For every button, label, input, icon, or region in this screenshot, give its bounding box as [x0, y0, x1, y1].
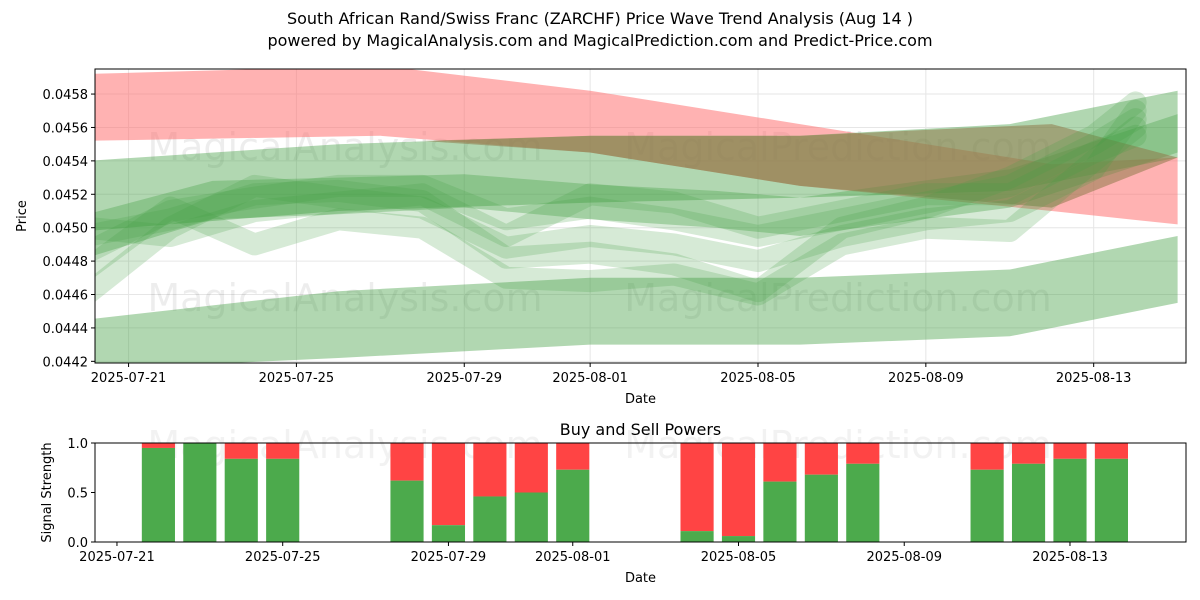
- buy-bar: [970, 469, 1004, 542]
- buy-bar: [846, 463, 880, 542]
- sell-bar: [141, 443, 175, 448]
- x-tick-label: 2025-07-29: [426, 371, 502, 386]
- y-tick-label: 0.0452: [43, 188, 89, 203]
- sell-bar: [556, 443, 590, 470]
- y-tick-label: 0.0454: [43, 155, 89, 170]
- sell-bar: [224, 443, 258, 459]
- sell-bar: [431, 443, 466, 526]
- sell-bar: [473, 443, 507, 497]
- sell-bar: [390, 443, 424, 481]
- wave-stroke: [95, 99, 1147, 302]
- x-axis-label: Date: [625, 392, 656, 407]
- price-band-green: [95, 90, 1178, 231]
- buy-bar: [721, 536, 756, 542]
- x-tick-label: 2025-07-25: [259, 371, 335, 386]
- buy-bar: [1053, 458, 1087, 542]
- buy-bar: [804, 474, 838, 542]
- sell-bar: [266, 443, 300, 459]
- y-tick-label: 0.0442: [43, 355, 89, 370]
- y-axis-label: Price: [15, 200, 30, 232]
- wave-stroke: [95, 108, 1147, 261]
- buy-bar: [390, 480, 424, 542]
- chart-title: South African Rand/Swiss Franc (ZARCHF) …: [286, 9, 914, 28]
- sell-bar: [1053, 443, 1087, 459]
- x-tick-label: 2025-08-01: [552, 371, 628, 386]
- x-tick-label: 2025-08-13: [1032, 550, 1108, 565]
- buy-bar: [1011, 463, 1046, 542]
- bands-group: [95, 69, 1178, 363]
- wave-stroke: [95, 124, 1147, 247]
- x-axis-label: Date: [625, 571, 656, 586]
- x-tick-label: 2025-07-29: [411, 550, 487, 565]
- x-tick-label: 2025-08-05: [701, 550, 777, 565]
- sell-bar: [514, 443, 548, 493]
- x-tick-label: 2025-08-01: [535, 550, 611, 565]
- y-tick-label: 0.5: [67, 487, 88, 502]
- y-tick-label: 0.0444: [43, 322, 89, 337]
- price-band-overlap: [422, 124, 1178, 208]
- chart-subtitle: powered by MagicalAnalysis.com and Magic…: [267, 31, 933, 50]
- buy-bar: [431, 525, 466, 542]
- buy-bar: [680, 531, 714, 542]
- y-tick-label: 0.0448: [43, 255, 89, 270]
- sell-bar: [763, 443, 797, 482]
- buy-bar: [266, 458, 300, 542]
- buy-bar: [763, 481, 797, 542]
- x-tick-label: 2025-08-05: [720, 371, 796, 386]
- y-tick-label: 0.0456: [43, 121, 89, 136]
- y-tick-label: 1.0: [67, 437, 88, 452]
- buy-bar: [514, 492, 548, 542]
- x-tick-label: 2025-08-09: [866, 550, 942, 565]
- sell-bar: [721, 443, 756, 537]
- y-tick-label: 0.0458: [43, 88, 89, 103]
- sell-bar: [1011, 443, 1046, 464]
- x-tick-label: 2025-08-13: [1056, 371, 1132, 386]
- y-tick-label: 0.0450: [43, 222, 89, 237]
- x-tick-label: 2025-07-21: [91, 371, 167, 386]
- sell-bar: [846, 443, 880, 464]
- x-tick-label: 2025-07-21: [79, 550, 155, 565]
- y-tick-label: 0.0: [67, 536, 88, 551]
- buy-bar: [556, 469, 590, 542]
- buy-bar: [183, 443, 217, 542]
- x-tick-label: 2025-07-25: [245, 550, 321, 565]
- wave-stroke: [95, 116, 1147, 306]
- sell-bar: [804, 443, 838, 475]
- sell-bar: [1094, 443, 1128, 459]
- wave-stroke: [95, 91, 1147, 303]
- buy-bar: [141, 447, 175, 542]
- plot-frame: [94, 68, 1187, 364]
- watermark-text: MagicalAnalysis.com: [147, 276, 542, 320]
- watermark-text: MagicalPrediction.com: [624, 276, 1052, 320]
- buy-bar: [1094, 458, 1128, 542]
- x-tick-label: 2025-08-09: [888, 371, 964, 386]
- buy-bar: [473, 496, 507, 542]
- y-tick-label: 0.0446: [43, 289, 89, 304]
- price-band-green: [95, 114, 1178, 256]
- sell-bar: [970, 443, 1004, 470]
- sell-bar: [680, 443, 714, 532]
- buy-bar: [224, 458, 258, 542]
- bar-chart-title: Buy and Sell Powers: [560, 420, 722, 439]
- price-band-green: [95, 236, 1178, 363]
- y-axis-label: Signal Strength: [40, 442, 55, 542]
